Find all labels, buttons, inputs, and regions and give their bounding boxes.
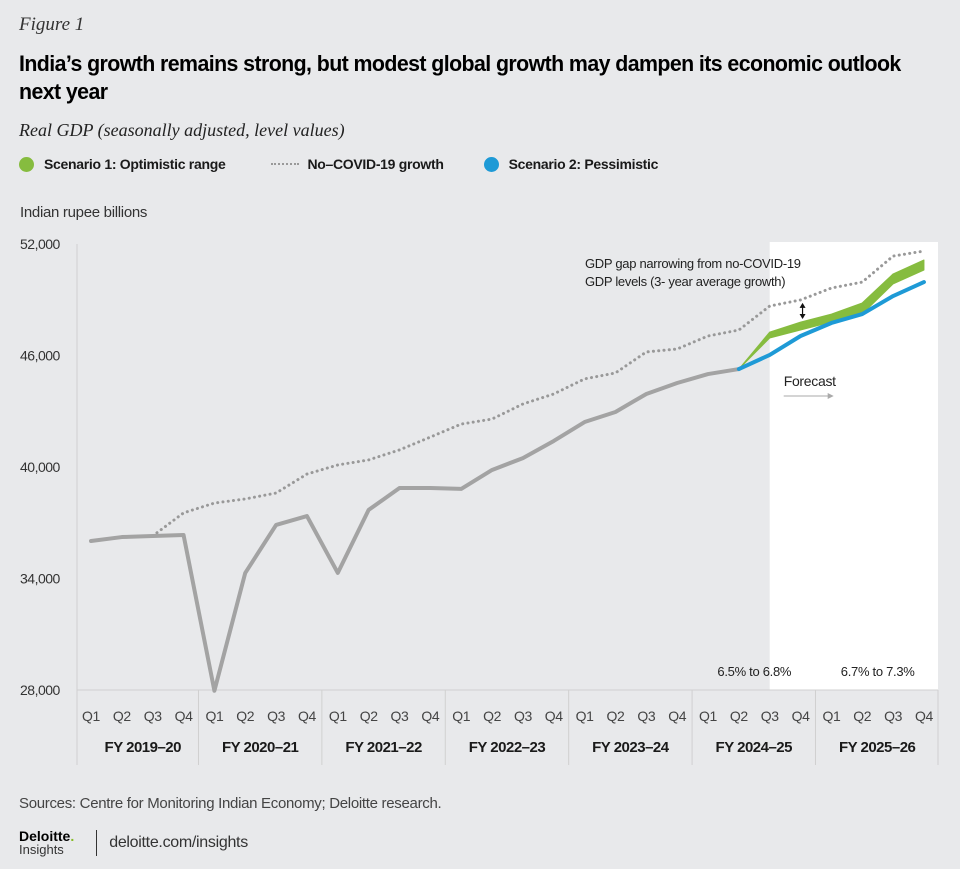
chart-subtitle: Real GDP (seasonally adjusted, level val… <box>19 120 345 140</box>
x-tick-label: Q4 <box>545 708 563 724</box>
fiscal-year-label: FY 2025–26 <box>839 739 916 756</box>
x-tick-label: Q1 <box>82 708 100 724</box>
gap-annotation-text: GDP gap narrowing from no-COVID-19 <box>585 256 801 271</box>
legend-label: No–COVID-19 growth <box>307 156 444 172</box>
dotted-line-icon <box>271 163 300 165</box>
x-tick-label: Q4 <box>915 708 933 724</box>
x-tick-label: Q3 <box>637 708 655 724</box>
x-tick-label: Q3 <box>391 708 409 724</box>
x-tick-label: Q4 <box>421 708 439 724</box>
growth-range-label: 6.7% to 7.3% <box>841 664 915 679</box>
chart-title: India’s growth remains strong, but modes… <box>19 51 901 104</box>
x-tick-label: Q1 <box>205 708 223 724</box>
arrow-down-icon <box>799 314 806 320</box>
x-tick-label: Q2 <box>236 708 254 724</box>
x-tick-label: Q1 <box>452 708 470 724</box>
x-tick-label: Q3 <box>761 708 779 724</box>
x-tick-label: Q3 <box>144 708 162 724</box>
x-tick-label: Q2 <box>360 708 378 724</box>
y-tick-label: 28,000 <box>20 682 61 698</box>
y-tick-label: 40,000 <box>20 459 61 475</box>
logo-dot: . <box>70 828 75 844</box>
actual-gdp-line <box>89 367 741 693</box>
figure-label: Figure 1 <box>19 14 85 35</box>
logo-text: Deloitte <box>19 828 71 844</box>
fiscal-year-label: FY 2022–23 <box>469 739 546 756</box>
footer-link[interactable]: deloitte.com/insights <box>109 834 248 851</box>
x-tick-label: Q4 <box>298 708 316 724</box>
green-dot-icon <box>19 156 34 172</box>
arrow-up-icon <box>799 302 806 308</box>
x-tick-label: Q1 <box>699 708 717 724</box>
x-tick-label: Q4 <box>668 708 686 724</box>
footer-divider <box>96 830 98 856</box>
y-tick-label: 52,000 <box>20 236 61 252</box>
legend-item-optimistic: Scenario 1: Optimistic range <box>19 156 226 172</box>
legend-label: Scenario 1: Optimistic range <box>44 156 226 172</box>
blue-dot-icon <box>483 156 499 172</box>
legend-label: Scenario 2: Pessimistic <box>508 156 659 172</box>
fiscal-year-label: FY 2023–24 <box>592 739 670 756</box>
x-tick-label: Q1 <box>822 708 840 724</box>
fiscal-year-label: FY 2024–25 <box>716 739 793 756</box>
legend: Scenario 1: Optimistic range No–COVID-19… <box>19 153 694 175</box>
arrow-right-icon <box>827 393 834 399</box>
optimistic-range-band <box>738 259 925 370</box>
sources-note: Sources: Centre for Monitoring Indian Ec… <box>19 795 442 812</box>
deloitte-insights-logo: Deloitte. Insights <box>19 828 75 857</box>
x-tick-label: Q2 <box>607 708 625 724</box>
gap-annotation-text: GDP levels (3- year average growth) <box>585 274 785 289</box>
x-tick-label: Q1 <box>329 708 347 724</box>
x-tick-label: Q4 <box>792 708 810 724</box>
y-tick-label: 34,000 <box>20 571 61 587</box>
x-tick-label: Q2 <box>113 708 131 724</box>
legend-item-no-covid: No–COVID-19 growth <box>271 156 444 172</box>
x-tick-label: Q2 <box>730 708 748 724</box>
logo-subtext: Insights <box>19 842 64 857</box>
growth-range-label: 6.5% to 6.8% <box>717 664 791 679</box>
x-tick-label: Q3 <box>514 708 532 724</box>
footer: Deloitte. Insights deloitte.com/insights <box>19 828 248 857</box>
fiscal-year-label: FY 2020–21 <box>222 739 299 756</box>
fiscal-year-label: FY 2021–22 <box>345 739 422 756</box>
forecast-label: Forecast <box>784 373 836 389</box>
x-tick-label: Q2 <box>483 708 501 724</box>
legend-item-pessimistic: Scenario 2: Pessimistic <box>483 156 659 172</box>
line-chart: 28,000 34,000 40,000 46,000 52,000 Q1 Q2 Q3 Q4 FY… <box>20 236 939 765</box>
x-tick-label: Q1 <box>576 708 594 724</box>
fiscal-year-label: FY 2019–20 <box>105 739 182 756</box>
x-tick-label: Q2 <box>853 708 871 724</box>
y-tick-label: 46,000 <box>20 348 61 364</box>
y-axis-unit-label: Indian rupee billions <box>20 204 148 221</box>
x-tick-label: Q3 <box>267 708 285 724</box>
x-tick-label: Q3 <box>884 708 902 724</box>
x-tick-label: Q4 <box>175 708 193 724</box>
no-covid-growth-line <box>151 249 926 538</box>
